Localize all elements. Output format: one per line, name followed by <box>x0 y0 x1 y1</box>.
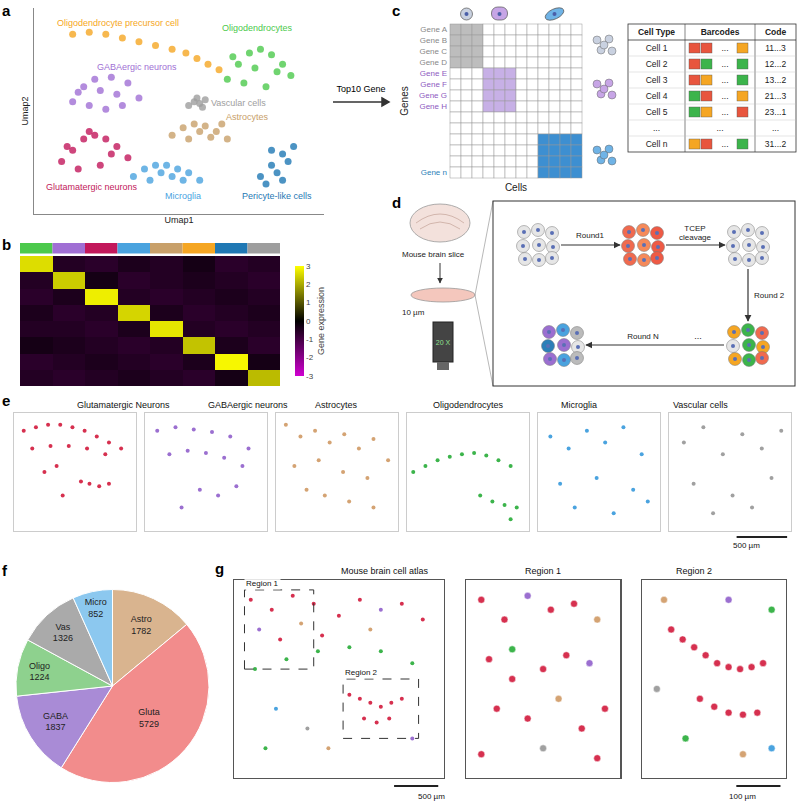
svg-text:Microglia: Microglia <box>561 400 597 410</box>
svg-text:Gene D: Gene D <box>419 58 447 67</box>
svg-text:Umap2: Umap2 <box>20 96 30 125</box>
svg-text:Gene G: Gene G <box>419 91 447 100</box>
svg-text:Cell Type: Cell Type <box>638 27 675 37</box>
svg-text:Gene expression: Gene expression <box>316 287 326 355</box>
svg-text:Cell 3: Cell 3 <box>646 75 668 85</box>
svg-text:...: ... <box>716 123 723 133</box>
svg-text:Region 1: Region 1 <box>246 579 279 588</box>
svg-text:Round 2: Round 2 <box>754 291 785 300</box>
svg-text:Cell 4: Cell 4 <box>646 91 668 101</box>
svg-text:Region 2: Region 2 <box>676 566 712 576</box>
html-text:g: g <box>215 560 225 577</box>
svg-text:Micro852: Micro852 <box>85 597 107 619</box>
svg-text:Glutamatergic neurons: Glutamatergic neurons <box>46 182 138 192</box>
svg-text:Oligodendrocytes: Oligodendrocytes <box>433 400 504 410</box>
svg-text:31...2: 31...2 <box>765 139 787 149</box>
svg-text:Cell 5: Cell 5 <box>646 107 668 117</box>
svg-text:Vascular cells: Vascular cells <box>211 98 266 108</box>
svg-text:Gene E: Gene E <box>420 69 447 78</box>
svg-text:Cell 2: Cell 2 <box>646 59 668 69</box>
svg-text:GABA1837: GABA1837 <box>43 711 68 733</box>
svg-text:3: 3 <box>306 262 311 271</box>
svg-text:Umap1: Umap1 <box>164 215 193 225</box>
svg-text:Vas1326: Vas1326 <box>53 622 73 644</box>
svg-text:...: ... <box>721 43 728 53</box>
svg-text:11...3: 11...3 <box>765 43 786 53</box>
svg-text:Oligodendrocyte precursor cell: Oligodendrocyte precursor cell <box>57 18 179 28</box>
svg-text:Gluta5729: Gluta5729 <box>138 707 160 729</box>
svg-text:...: ... <box>721 75 728 85</box>
svg-text:20 X: 20 X <box>436 339 451 346</box>
svg-text:-3: -3 <box>306 372 314 381</box>
html-text:c: c <box>392 2 401 19</box>
svg-text:...: ... <box>721 91 728 101</box>
svg-text:Gene H: Gene H <box>419 102 447 111</box>
svg-text:Astrocytes: Astrocytes <box>226 112 269 122</box>
svg-text:12...2: 12...2 <box>765 59 787 69</box>
svg-text:Region 2: Region 2 <box>345 668 378 677</box>
svg-text:Mouse brain cell atlas: Mouse brain cell atlas <box>341 566 429 576</box>
html-text:e: e <box>2 392 11 409</box>
svg-text:Cell 1: Cell 1 <box>646 43 668 53</box>
svg-text:13...2: 13...2 <box>765 75 787 85</box>
svg-text:Code: Code <box>765 27 787 37</box>
html-text:f: f <box>2 562 7 579</box>
svg-text:Gene A: Gene A <box>420 25 447 34</box>
svg-text:-1: -1 <box>306 335 314 344</box>
svg-text:2: 2 <box>306 280 311 289</box>
svg-text:Gene n: Gene n <box>421 168 447 177</box>
svg-text:100 µm: 100 µm <box>729 792 756 801</box>
svg-text:500 µm: 500 µm <box>733 541 760 550</box>
svg-text:Oligodendrocytes: Oligodendrocytes <box>222 23 293 33</box>
svg-text:cleavage: cleavage <box>679 233 712 242</box>
svg-text:Oligo1224: Oligo1224 <box>29 661 50 683</box>
svg-text:Vascular cells: Vascular cells <box>673 400 728 410</box>
svg-text:23...1: 23...1 <box>765 107 787 117</box>
svg-text:Pericyte-like cells: Pericyte-like cells <box>242 191 312 201</box>
svg-text:Genes: Genes <box>399 86 410 115</box>
html-text:a: a <box>2 2 11 19</box>
svg-text:Glutamatergic Neurons: Glutamatergic Neurons <box>77 400 170 410</box>
svg-text:...: ... <box>721 139 728 149</box>
svg-text:Astro1782: Astro1782 <box>131 614 152 636</box>
svg-text:-2: -2 <box>306 353 314 362</box>
svg-text:10 µm: 10 µm <box>402 308 425 317</box>
svg-text:...: ... <box>694 331 702 341</box>
svg-text:GABAergic neurons: GABAergic neurons <box>97 62 177 72</box>
svg-text:...: ... <box>653 123 660 133</box>
svg-text:Cells: Cells <box>505 182 527 193</box>
svg-text:Cell n: Cell n <box>646 139 668 149</box>
svg-text:...: ... <box>721 59 728 69</box>
svg-text:...: ... <box>721 107 728 117</box>
svg-text:GABAergic neurons: GABAergic neurons <box>208 400 288 410</box>
html-text:b: b <box>2 236 12 253</box>
svg-text:Round1: Round1 <box>576 231 605 240</box>
svg-text:Region 1: Region 1 <box>525 566 561 576</box>
svg-text:Mouse brain slice: Mouse brain slice <box>402 250 465 259</box>
svg-text:TCEP: TCEP <box>684 224 705 233</box>
svg-text:Barcodes: Barcodes <box>701 27 740 37</box>
svg-text:Gene C: Gene C <box>419 47 447 56</box>
svg-text:0: 0 <box>306 317 311 326</box>
svg-text:Astrocytes: Astrocytes <box>315 400 358 410</box>
svg-text:Top10 Gene: Top10 Gene <box>336 84 385 94</box>
svg-text:500 µm: 500 µm <box>418 792 445 801</box>
html-text:d: d <box>392 194 402 211</box>
svg-text:21...3: 21...3 <box>765 91 787 101</box>
svg-text:...: ... <box>772 123 779 133</box>
svg-text:Round N: Round N <box>627 332 659 341</box>
svg-text:Gene B: Gene B <box>420 36 447 45</box>
svg-text:1: 1 <box>306 298 311 307</box>
svg-text:Microglia: Microglia <box>165 191 201 201</box>
svg-text:Gene F: Gene F <box>420 80 447 89</box>
